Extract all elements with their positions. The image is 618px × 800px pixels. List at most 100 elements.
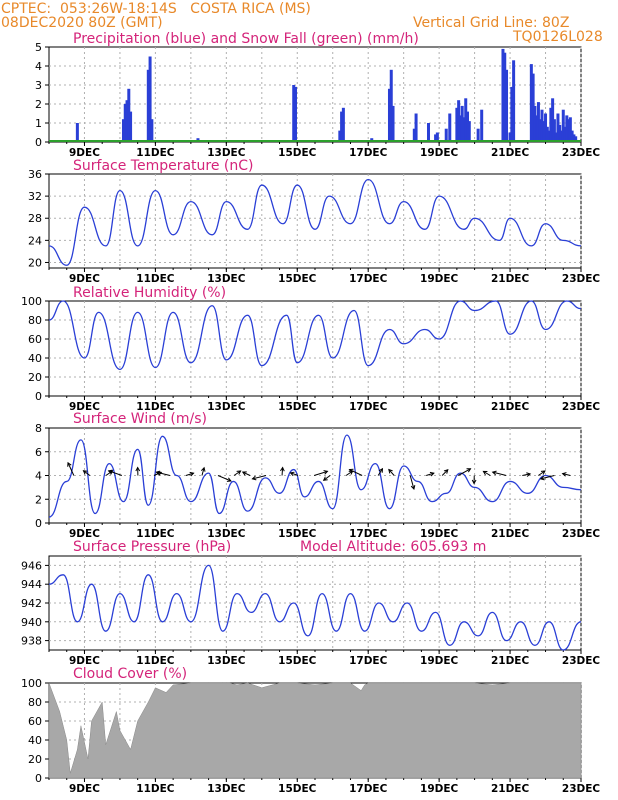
wind-arrow <box>108 470 123 476</box>
wind-arrow-head <box>561 472 567 477</box>
header-location: CPTEC: 053:26W-18:14S COSTA RICA (MS) <box>1 1 311 17</box>
wind-arrow-head <box>135 466 141 472</box>
wind-arrow-head <box>157 471 163 476</box>
x-tick-label: 21DEC <box>491 401 530 413</box>
x-tick-label: 13DEC <box>207 147 246 159</box>
wind-arrow-head <box>289 471 295 477</box>
y-tick-label: 5 <box>35 41 42 54</box>
x-tick-label: 11DEC <box>136 401 175 413</box>
precip-bar <box>460 105 464 142</box>
panel-title: Relative Humidity (%) <box>73 285 226 301</box>
y-tick-label: 32 <box>28 190 42 203</box>
header-date: 08DEC2020 80Z (GMT) <box>1 15 163 31</box>
precip-bar <box>551 98 555 142</box>
precip-bar <box>127 88 131 142</box>
y-tick-label: 2 <box>35 493 42 506</box>
wind-arrow-head <box>82 470 88 475</box>
precip-bar <box>558 124 562 142</box>
precip-bar <box>391 105 395 142</box>
y-tick-label: 80 <box>28 696 42 709</box>
precip-bar <box>565 115 569 142</box>
precip-bar <box>448 113 452 142</box>
panel-title: Precipitation (blue) and Snow Fall (gree… <box>73 31 419 47</box>
precip-bar <box>123 104 127 142</box>
panel-title: Surface Temperature (nC) <box>73 158 254 174</box>
y-tick-label: 36 <box>28 168 42 181</box>
x-tick-label: 9DEC <box>69 528 100 540</box>
x-tick-label: 21DEC <box>491 655 530 667</box>
precip-bar <box>387 88 391 142</box>
precip-bar <box>556 113 560 142</box>
precip-bar <box>480 109 484 142</box>
precip-bar <box>340 111 344 142</box>
precip-bar <box>567 119 571 142</box>
precip-bar <box>412 128 416 142</box>
wind-arrow-head <box>482 470 488 476</box>
panel-title: Surface Pressure (hPa) <box>73 539 231 555</box>
wind-arrow-head <box>466 468 472 473</box>
y-tick-label: 4 <box>35 60 42 73</box>
wind-arrow-head <box>540 470 546 475</box>
precip-bar <box>125 100 129 142</box>
x-tick-label: 9DEC <box>69 147 100 159</box>
x-tick-label: 13DEC <box>207 783 246 795</box>
x-tick-label: 9DEC <box>69 401 100 413</box>
wind-arrow-head <box>200 466 206 472</box>
precip-bar <box>455 107 459 142</box>
wind-arrow <box>483 470 491 476</box>
y-tick-label: 0 <box>35 136 42 149</box>
wind-arrow-head <box>67 461 72 467</box>
x-tick-label: 15DEC <box>278 273 317 285</box>
x-tick-label: 13DEC <box>207 528 246 540</box>
x-tick-label: 19DEC <box>420 528 459 540</box>
precip-bar <box>536 102 540 142</box>
wind-arrow-head <box>236 470 242 475</box>
precip-bar <box>293 86 297 142</box>
y-tick-label: 2 <box>35 98 42 111</box>
wind-arrow <box>457 468 471 476</box>
wind-arrow <box>492 471 507 476</box>
wind-arrow <box>242 471 251 476</box>
wind-arrow <box>323 475 331 481</box>
x-tick-label: 21DEC <box>491 528 530 540</box>
series-line <box>48 300 582 371</box>
x-tick-label: 17DEC <box>349 401 388 413</box>
y-tick-label: 8 <box>35 422 42 435</box>
x-tick-label: 23DEC <box>562 273 601 285</box>
x-tick-label: 19DEC <box>420 655 459 667</box>
precip-bar <box>146 69 150 142</box>
precip-bar <box>544 113 548 142</box>
y-tick-label: 20 <box>28 753 42 766</box>
wind-arrow-head <box>241 471 247 476</box>
y-tick-label: 0 <box>35 772 42 785</box>
wind-arrow <box>156 471 171 476</box>
precip-bar <box>148 56 152 142</box>
x-tick-label: 21DEC <box>491 147 530 159</box>
header-grid-line: Vertical Grid Line: 80Z <box>413 15 570 31</box>
x-tick-label: 11DEC <box>136 655 175 667</box>
wind-arrow-head <box>323 470 329 475</box>
precip-bar <box>503 52 507 143</box>
y-tick-label: 20 <box>28 371 42 384</box>
wind-arrow <box>201 467 205 476</box>
x-tick-label: 23DEC <box>562 783 601 795</box>
x-tick-label: 19DEC <box>420 273 459 285</box>
precip-bar <box>444 128 448 142</box>
precip-bar <box>570 130 574 142</box>
x-tick-label: 15DEC <box>278 401 317 413</box>
wind-arrow <box>538 470 546 476</box>
cloud-cover-area <box>48 682 582 779</box>
precip-bar <box>150 119 154 142</box>
y-tick-label: 942 <box>21 597 42 610</box>
y-tick-label: 6 <box>35 446 42 459</box>
precip-bar <box>547 130 551 142</box>
precip-bar <box>538 119 542 142</box>
y-tick-label: 100 <box>21 677 42 690</box>
panel-title: Surface Wind (m/s) <box>73 411 207 427</box>
precip-bar <box>540 109 544 142</box>
precip-bar <box>435 132 439 142</box>
wind-arrow <box>252 475 267 480</box>
precip-bar <box>559 130 563 142</box>
y-tick-label: 940 <box>21 616 42 629</box>
